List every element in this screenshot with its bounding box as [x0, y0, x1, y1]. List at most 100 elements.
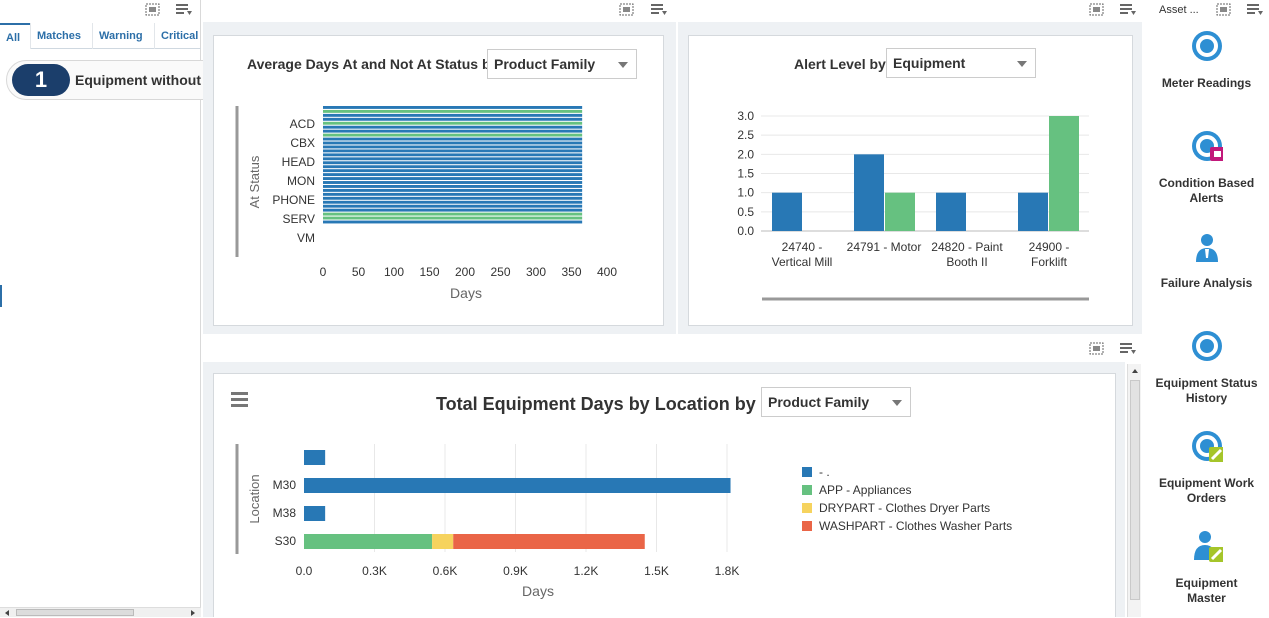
bar: [323, 161, 583, 165]
tab-all[interactable]: All: [0, 23, 30, 49]
bar: [453, 534, 645, 549]
scroll-right-icon[interactable]: [189, 609, 197, 617]
menu-icon[interactable]: [175, 3, 192, 17]
bar: [323, 121, 583, 125]
chart3-card: Total Equipment Days by Location by Prod…: [213, 373, 1116, 617]
y-tick-label: 2.0: [737, 147, 754, 161]
springboard-item-equipment-master[interactable]: Equipment Master: [1144, 530, 1269, 610]
bar: [1018, 192, 1048, 231]
legend-label: DRYPART - Clothes Dryer Parts: [819, 501, 990, 515]
menu-icon[interactable]: [1119, 3, 1136, 17]
bar: [323, 145, 583, 149]
maximize-icon[interactable]: [145, 3, 161, 17]
chart3-title: Total Equipment Days by Location by: [436, 394, 756, 414]
maximize-icon[interactable]: [1089, 342, 1105, 356]
chevron-down-icon: [618, 62, 628, 68]
maximize-icon[interactable]: [1216, 3, 1232, 17]
x-tick-label: 300: [526, 265, 546, 279]
chart1-card: Average Days At and Not At Status by Pro…: [213, 35, 664, 326]
x-tick-label: 0: [320, 265, 327, 279]
bar: [323, 185, 583, 188]
x-tick-label: 400: [597, 265, 617, 279]
maximize-icon[interactable]: [1089, 3, 1105, 17]
bar: [323, 220, 583, 224]
bar: [323, 165, 583, 169]
springboard-item-meter-readings[interactable]: Meter Readings: [1144, 30, 1269, 100]
legend-label: - .: [819, 465, 830, 479]
y-tick-label: VM: [297, 231, 315, 245]
bar: [323, 192, 583, 196]
bar: [323, 196, 583, 200]
x-tick-label: Vertical Mill: [772, 255, 833, 269]
hamburger-menu-icon[interactable]: [231, 392, 249, 408]
x-tick-label: 0.0: [296, 564, 313, 578]
bar: [323, 173, 583, 177]
chart2-groupby-select[interactable]: Equipment: [886, 48, 1036, 78]
bar: [323, 157, 583, 161]
status-history-icon: [1192, 331, 1222, 361]
y-axis-label: Location: [247, 474, 262, 523]
springboard-title: Asset ...: [1159, 4, 1199, 16]
bar: [323, 153, 583, 157]
watchlist-item[interactable]: 1 Equipment without: [6, 60, 206, 100]
springboard-item-work-orders[interactable]: Equipment Work Orders: [1144, 430, 1269, 510]
maximize-icon[interactable]: [619, 3, 635, 17]
bar: [304, 506, 326, 521]
condition-alerts-icon: [1192, 131, 1223, 161]
bar: [304, 478, 731, 493]
bar: [323, 212, 583, 216]
x-tick-label: 24820 - Paint: [931, 240, 1003, 254]
vertical-scrollbar[interactable]: [1127, 364, 1141, 617]
chart3-groupby-select[interactable]: Product Family: [761, 387, 911, 417]
x-tick-label: 0.6K: [433, 564, 458, 578]
splitter-handle[interactable]: [0, 285, 2, 307]
chart2-card: Alert Level by Equipment 0.0 0.5 1.0 1.5 2.0…: [688, 35, 1133, 326]
y-tick-label: 1.5: [737, 167, 754, 181]
equipment-master-icon: [1194, 531, 1223, 562]
chart3-select-value: Product Family: [768, 394, 870, 410]
y-tick-label: CBX: [290, 136, 315, 150]
scroll-up-icon[interactable]: [1131, 367, 1139, 375]
x-tick-label: 1.2K: [574, 564, 599, 578]
x-tick-label: Booth II: [946, 255, 987, 269]
tab-critical[interactable]: Critical: [154, 23, 201, 49]
x-tick-label: 1.8K: [715, 564, 740, 578]
chart2-select-value: Equipment: [893, 55, 966, 71]
bar: [323, 169, 583, 173]
legend-label: WASHPART - Clothes Washer Parts: [819, 519, 1012, 533]
x-tick-label: 0.3K: [362, 564, 387, 578]
scrollbar-thumb[interactable]: [16, 609, 134, 616]
work-orders-icon: [1192, 431, 1223, 462]
bar: [323, 177, 583, 180]
tab-warning[interactable]: Warning: [92, 23, 154, 49]
x-axis-label: Days: [450, 285, 482, 301]
y-tick-label: HEAD: [282, 155, 316, 169]
springboard-item-failure-analysis[interactable]: Failure Analysis: [1144, 230, 1269, 300]
x-tick-label: 24900 -: [1029, 240, 1070, 254]
x-tick-label: 250: [490, 265, 510, 279]
x-tick-label: Forklift: [1031, 255, 1068, 269]
x-tick-label: 200: [455, 265, 475, 279]
bar: [885, 192, 915, 231]
menu-icon[interactable]: [1119, 342, 1136, 356]
y-tick-label: M38: [273, 506, 297, 520]
legend-swatch: [802, 503, 812, 513]
chart1-groupby-select[interactable]: Product Family: [487, 49, 637, 79]
menu-icon[interactable]: [1246, 3, 1263, 17]
x-tick-label: 350: [561, 265, 581, 279]
springboard-item-status-history[interactable]: Equipment Status History: [1144, 330, 1269, 410]
legend-swatch: [802, 467, 812, 477]
bar: [323, 133, 583, 137]
scroll-left-icon[interactable]: [3, 609, 11, 617]
menu-icon[interactable]: [650, 3, 667, 17]
bar: [323, 125, 583, 129]
springboard-item-condition-alerts[interactable]: Condition Based Alerts: [1144, 130, 1269, 210]
legend-label: APP - Appliances: [819, 483, 912, 497]
tab-matches[interactable]: Matches: [30, 23, 92, 49]
horizontal-scrollbar[interactable]: [0, 607, 201, 617]
chart2-title: Alert Level by: [794, 56, 886, 72]
scrollbar-thumb[interactable]: [1130, 380, 1140, 600]
springboard-label: Equipment Master: [1175, 576, 1238, 605]
watchlist-tabs: All Matches Warning Critical: [0, 23, 201, 49]
bar: [323, 129, 583, 133]
